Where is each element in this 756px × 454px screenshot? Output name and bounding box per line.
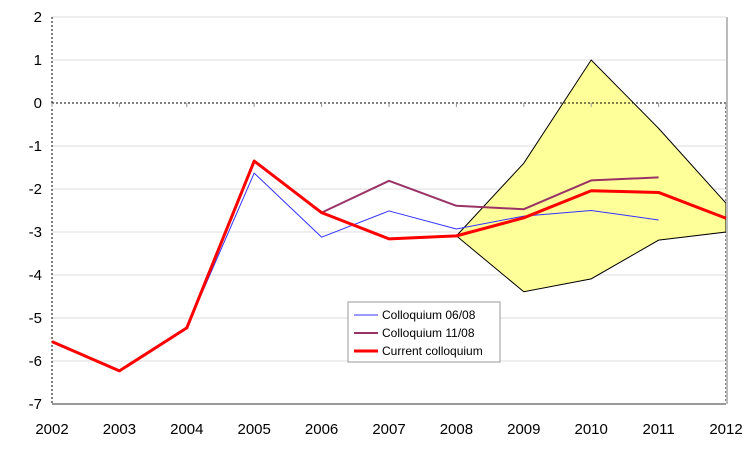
x-tick-label: 2006 [305, 421, 338, 438]
legend-label: Current colloquium [382, 344, 483, 358]
x-tick-label: 2004 [170, 421, 203, 438]
y-tick-label: -2 [29, 181, 42, 198]
x-tick-label: 2010 [575, 421, 608, 438]
y-tick-label: -6 [29, 353, 42, 370]
legend: Colloquium 06/08 Colloquium 11/08 Current … [347, 301, 501, 363]
x-tick-label: 2005 [238, 421, 271, 438]
series-line-2 [51, 159, 727, 373]
x-tick-label: 2007 [372, 421, 405, 438]
legend-label: Colloquium 06/08 [382, 308, 476, 322]
x-tick-label: 2009 [507, 421, 540, 438]
y-tick-label: 2 [34, 9, 42, 26]
forecast-band [455, 59, 727, 293]
y-tick-label: 0 [34, 95, 42, 112]
x-tick-label: 2011 [642, 421, 674, 438]
y-tick-label: 1 [34, 52, 42, 69]
y-tick-label: -3 [29, 224, 42, 241]
x-tick-label: 2012 [709, 421, 742, 438]
y-tick-label: -4 [29, 267, 42, 284]
y-tick-label: -7 [29, 396, 42, 413]
y-tick-label: -1 [29, 138, 42, 155]
x-tick-label: 2002 [35, 421, 68, 438]
x-tick-label: 2008 [440, 421, 473, 438]
x-tick-label: 2003 [103, 421, 136, 438]
legend-label: Colloquium 11/08 [382, 326, 475, 340]
y-tick-label: -5 [29, 310, 42, 327]
